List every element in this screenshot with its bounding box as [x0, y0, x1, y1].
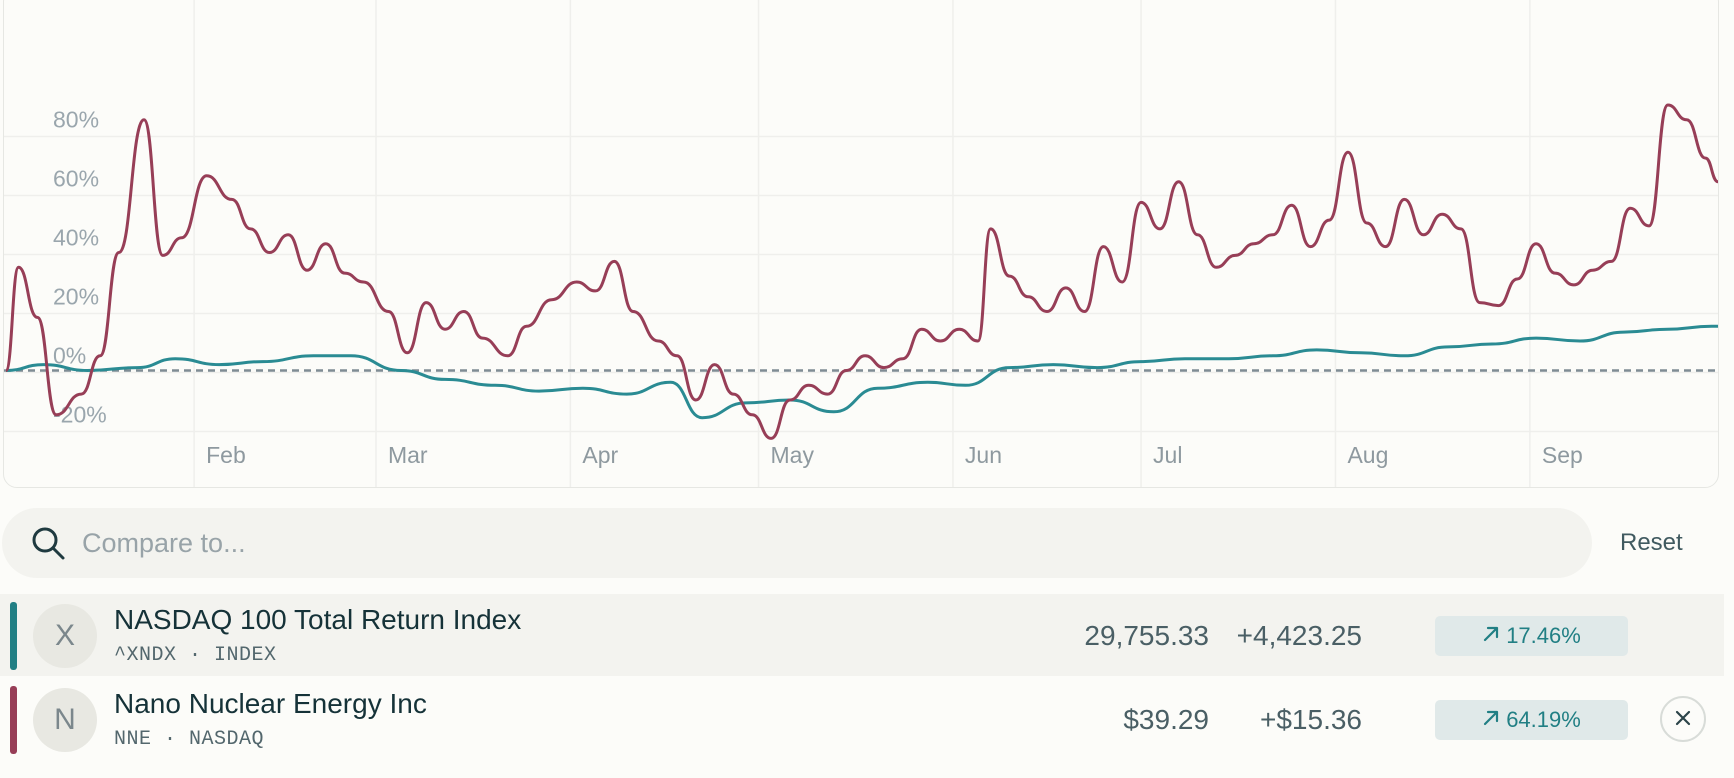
compare-search-input[interactable] — [80, 526, 1484, 560]
y-tick-label: 20% — [53, 284, 99, 310]
x-tick-label: Apr — [582, 442, 618, 468]
percent-change-badge: 17.46% — [1435, 616, 1628, 656]
x-tick-label: Mar — [388, 442, 428, 468]
comparison-row[interactable]: X NASDAQ 100 Total Return Index ^XNDX · … — [0, 594, 1724, 676]
security-change: +$15.36 — [1260, 704, 1362, 735]
y-tick-label: 0% — [53, 343, 86, 369]
arrow-up-right-icon — [1482, 623, 1500, 649]
percent-change-value: 64.19% — [1506, 707, 1581, 732]
y-axis: 80%60%40%20%0%-20% — [53, 107, 107, 428]
percent-change-value: 17.46% — [1506, 623, 1581, 648]
security-ticker: NNE · NASDAQ — [114, 728, 265, 751]
chart-card: 80% 60% 40% 20% 0% -20% Feb Mar Apr May Jun Jul Aug… — [3, 0, 1719, 488]
arrow-up-right-icon — [1482, 707, 1500, 733]
reset-button[interactable]: Reset — [1620, 522, 1683, 564]
chart-grid — [4, 0, 1718, 487]
compare-search-bar[interactable] — [2, 508, 1592, 578]
security-change: +4,423.25 — [1236, 620, 1362, 651]
y-tick-label: 40% — [53, 225, 99, 251]
series-line — [5, 324, 1718, 420]
security-name: Nano Nuclear Energy Inc — [114, 688, 427, 719]
security-ticker: ^XNDX · INDEX — [114, 644, 277, 667]
comparison-chart: 80%60%40%20%0%-20% Feb Mar Apr May Jun Jul Aug… — [4, 0, 1718, 487]
x-tick-label: Aug — [1347, 442, 1388, 468]
comparison-row[interactable]: N Nano Nuclear Energy Inc NNE · NASDAQ $… — [0, 678, 1724, 760]
security-price: $39.29 — [1123, 704, 1209, 735]
x-tick-label: May — [771, 442, 815, 468]
series-line — [4, 103, 1718, 440]
series-color-stripe — [10, 602, 17, 670]
close-icon — [1674, 709, 1692, 730]
remove-comparison-button[interactable] — [1660, 696, 1706, 742]
security-name: NASDAQ 100 Total Return Index — [114, 604, 522, 635]
chart-series — [4, 103, 1718, 440]
y-tick-label: 60% — [53, 166, 99, 192]
series-color-stripe — [10, 686, 17, 754]
y-tick-label: 80% — [53, 107, 99, 133]
search-icon — [28, 523, 68, 563]
x-tick-label: Feb — [206, 442, 246, 468]
x-tick-label: Jun — [965, 442, 1002, 468]
security-price: 29,755.33 — [1084, 620, 1209, 651]
x-tick-label: Sep — [1542, 442, 1583, 468]
avatar: X — [33, 604, 97, 668]
avatar: N — [33, 688, 97, 752]
x-axis: Feb Mar Apr May Jun Jul Aug Sep — [206, 442, 1583, 468]
percent-change-badge: 64.19% — [1435, 700, 1628, 740]
x-tick-label: Jul — [1153, 442, 1182, 468]
